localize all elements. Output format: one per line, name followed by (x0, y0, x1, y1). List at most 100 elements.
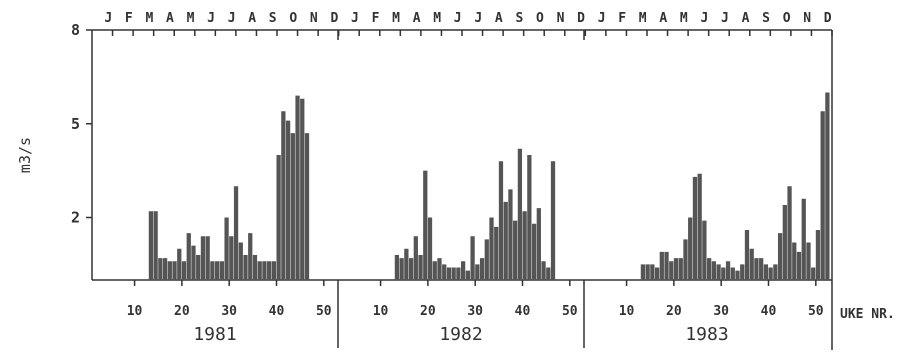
bar (262, 261, 267, 280)
week-tick-label: 20 (174, 304, 190, 319)
bar (451, 267, 456, 280)
bar (759, 258, 764, 281)
bar (645, 264, 650, 281)
bar (399, 258, 404, 281)
year-label: 1982 (439, 324, 482, 345)
bar (470, 236, 475, 280)
month-label: F (372, 11, 380, 26)
week-tick-label: 30 (713, 304, 729, 319)
week-tick-label: 20 (666, 304, 682, 319)
y-axis-label: m3/s (16, 137, 34, 173)
year-label: 1981 (193, 324, 236, 345)
bar (744, 230, 750, 280)
bar (801, 198, 806, 280)
week-tick-label: 10 (619, 304, 635, 319)
bar (498, 161, 504, 280)
bar (659, 251, 664, 281)
bar (522, 211, 527, 280)
week-tick-label: 10 (373, 304, 389, 319)
bar (229, 236, 234, 280)
bar (432, 261, 437, 280)
bar (707, 258, 712, 281)
week-tick-label: 50 (316, 304, 332, 319)
bar (427, 217, 433, 280)
chart-axes (86, 29, 833, 350)
x-axis-label: UKE NR. (840, 307, 895, 322)
bar (692, 176, 698, 281)
bar (654, 267, 660, 280)
bar (806, 242, 811, 280)
month-label: S (269, 11, 277, 26)
week-tick-label: 40 (761, 304, 777, 319)
bar (295, 95, 300, 281)
chart-bars (148, 92, 830, 281)
bar (153, 211, 158, 280)
y-tick-label: 2 (71, 209, 80, 227)
bar (394, 255, 400, 280)
bar (238, 242, 243, 280)
week-tick-label: 40 (269, 304, 285, 319)
bar (773, 264, 778, 281)
bar (233, 186, 239, 280)
bar (300, 98, 305, 280)
bar (257, 261, 262, 280)
bar (408, 258, 414, 281)
bar (669, 261, 674, 280)
month-label: F (618, 11, 626, 26)
month-label: A (166, 11, 174, 26)
bar (276, 155, 281, 280)
bar (716, 264, 721, 281)
bar (177, 248, 182, 280)
bar (697, 173, 702, 280)
month-label: N (310, 11, 318, 26)
month-label: M (392, 11, 400, 26)
bar (787, 186, 792, 280)
bar (304, 133, 310, 281)
week-tick-label: 10 (127, 304, 143, 319)
bar (702, 220, 707, 281)
bar (640, 264, 646, 281)
bar (678, 258, 683, 281)
month-label: A (248, 11, 256, 26)
month-label: M (187, 11, 195, 26)
bar (811, 267, 816, 280)
month-label: A (659, 11, 667, 26)
bar (442, 264, 447, 281)
month-label: J (351, 11, 359, 26)
bar (550, 161, 556, 280)
bar (456, 267, 461, 280)
bar (210, 261, 215, 280)
bar (446, 267, 452, 280)
bar (413, 236, 418, 280)
bar (437, 258, 442, 281)
bar (815, 230, 821, 280)
bar (252, 255, 258, 280)
bar (484, 239, 489, 281)
bar (418, 255, 423, 280)
month-label: J (207, 11, 215, 26)
week-tick-label: 50 (562, 304, 578, 319)
bar (475, 264, 480, 281)
month-label: O (783, 11, 791, 26)
week-tick-label: 30 (467, 304, 483, 319)
bar (517, 148, 523, 280)
bar (650, 264, 655, 281)
bar (205, 236, 210, 280)
bar (763, 264, 769, 281)
month-label: M (639, 11, 647, 26)
bar (285, 120, 291, 281)
bar (404, 248, 409, 280)
month-label: F (125, 11, 133, 26)
bar (158, 258, 163, 281)
bar (749, 248, 754, 280)
bar (536, 208, 541, 281)
month-label: J (721, 11, 729, 26)
bar (215, 261, 220, 280)
bar (181, 261, 187, 280)
bar (531, 223, 537, 280)
bar (219, 261, 224, 280)
month-label: D (577, 11, 585, 26)
month-label: N (803, 11, 811, 26)
bar (711, 261, 716, 280)
